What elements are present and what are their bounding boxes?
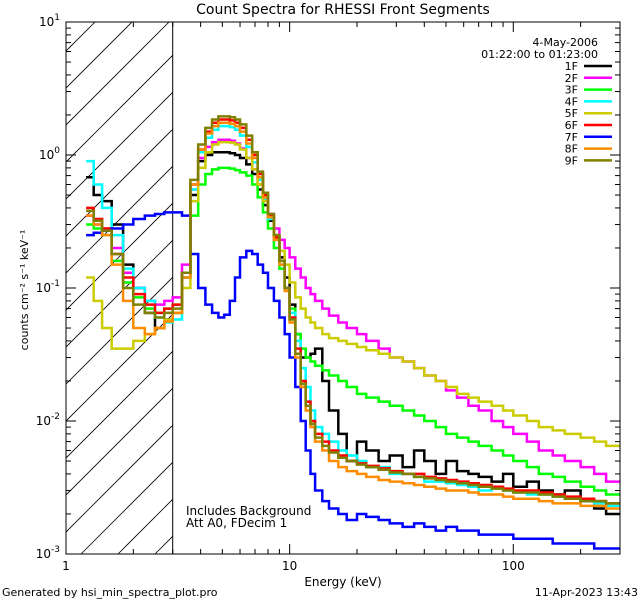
legend-label-5F: 5F xyxy=(565,107,578,120)
annotation-attenuator: Att A0, FDecim 1 xyxy=(186,516,287,530)
series-line-1F xyxy=(86,150,620,516)
hatched-region xyxy=(66,22,173,554)
y-tick-label: 10-1 xyxy=(36,279,60,295)
plot-frame xyxy=(65,21,621,555)
generated-by-label: Generated by hsi_min_spectra_plot.pro xyxy=(2,586,218,599)
series-line-7F xyxy=(86,211,620,550)
y-tick-label: 101 xyxy=(39,13,60,29)
series-line-2F xyxy=(86,138,620,483)
x-tick-label: 100 xyxy=(502,559,525,573)
series-line-5F xyxy=(86,140,620,448)
legend-label-9F: 9F xyxy=(565,154,578,167)
series-group xyxy=(86,22,620,554)
legend-label-6F: 6F xyxy=(565,119,578,132)
time-range-label: 01:22:00 to 01:23:00 xyxy=(481,48,598,61)
hatch-line xyxy=(66,424,173,533)
x-axis-label: Energy (keV) xyxy=(304,575,381,589)
hatch-line xyxy=(66,54,173,163)
y-axis-label: counts cm⁻² s⁻¹ keV⁻¹ xyxy=(18,230,31,351)
legend-label-8F: 8F xyxy=(565,143,578,156)
series-line-9F xyxy=(86,115,620,505)
annotation-background: Includes Background xyxy=(186,504,311,518)
x-tick-label: 1 xyxy=(62,559,70,573)
chart-title: Count Spectra for RHESSI Front Segments xyxy=(196,2,490,18)
hatch-line xyxy=(117,498,173,554)
hatch-line xyxy=(80,461,173,554)
date-label: 4-May-2006 xyxy=(533,36,598,49)
x-tick-label: 10 xyxy=(282,559,297,573)
legend-label-4F: 4F xyxy=(565,95,578,108)
hatch-line xyxy=(66,91,173,200)
hatch-line xyxy=(66,239,173,348)
legend-label-1F: 1F xyxy=(565,60,578,73)
y-tick-label: 10-2 xyxy=(36,412,60,428)
hatch-line xyxy=(66,387,173,496)
hatch-line xyxy=(66,202,173,311)
legend-label-2F: 2F xyxy=(565,72,578,85)
y-tick-label: 10-3 xyxy=(36,545,60,561)
legend-label-7F: 7F xyxy=(565,131,578,144)
hatch-line xyxy=(66,350,173,459)
y-tick-label: 100 xyxy=(39,146,60,162)
axes: 1 10 100 101 100 10-1 10-2 10-3 xyxy=(36,13,621,573)
hatch-line xyxy=(66,276,173,385)
legend-label-3F: 3F xyxy=(565,84,578,97)
timestamp-label: 11-Apr-2023 13:43 xyxy=(535,586,638,599)
hatch-line xyxy=(66,22,170,126)
